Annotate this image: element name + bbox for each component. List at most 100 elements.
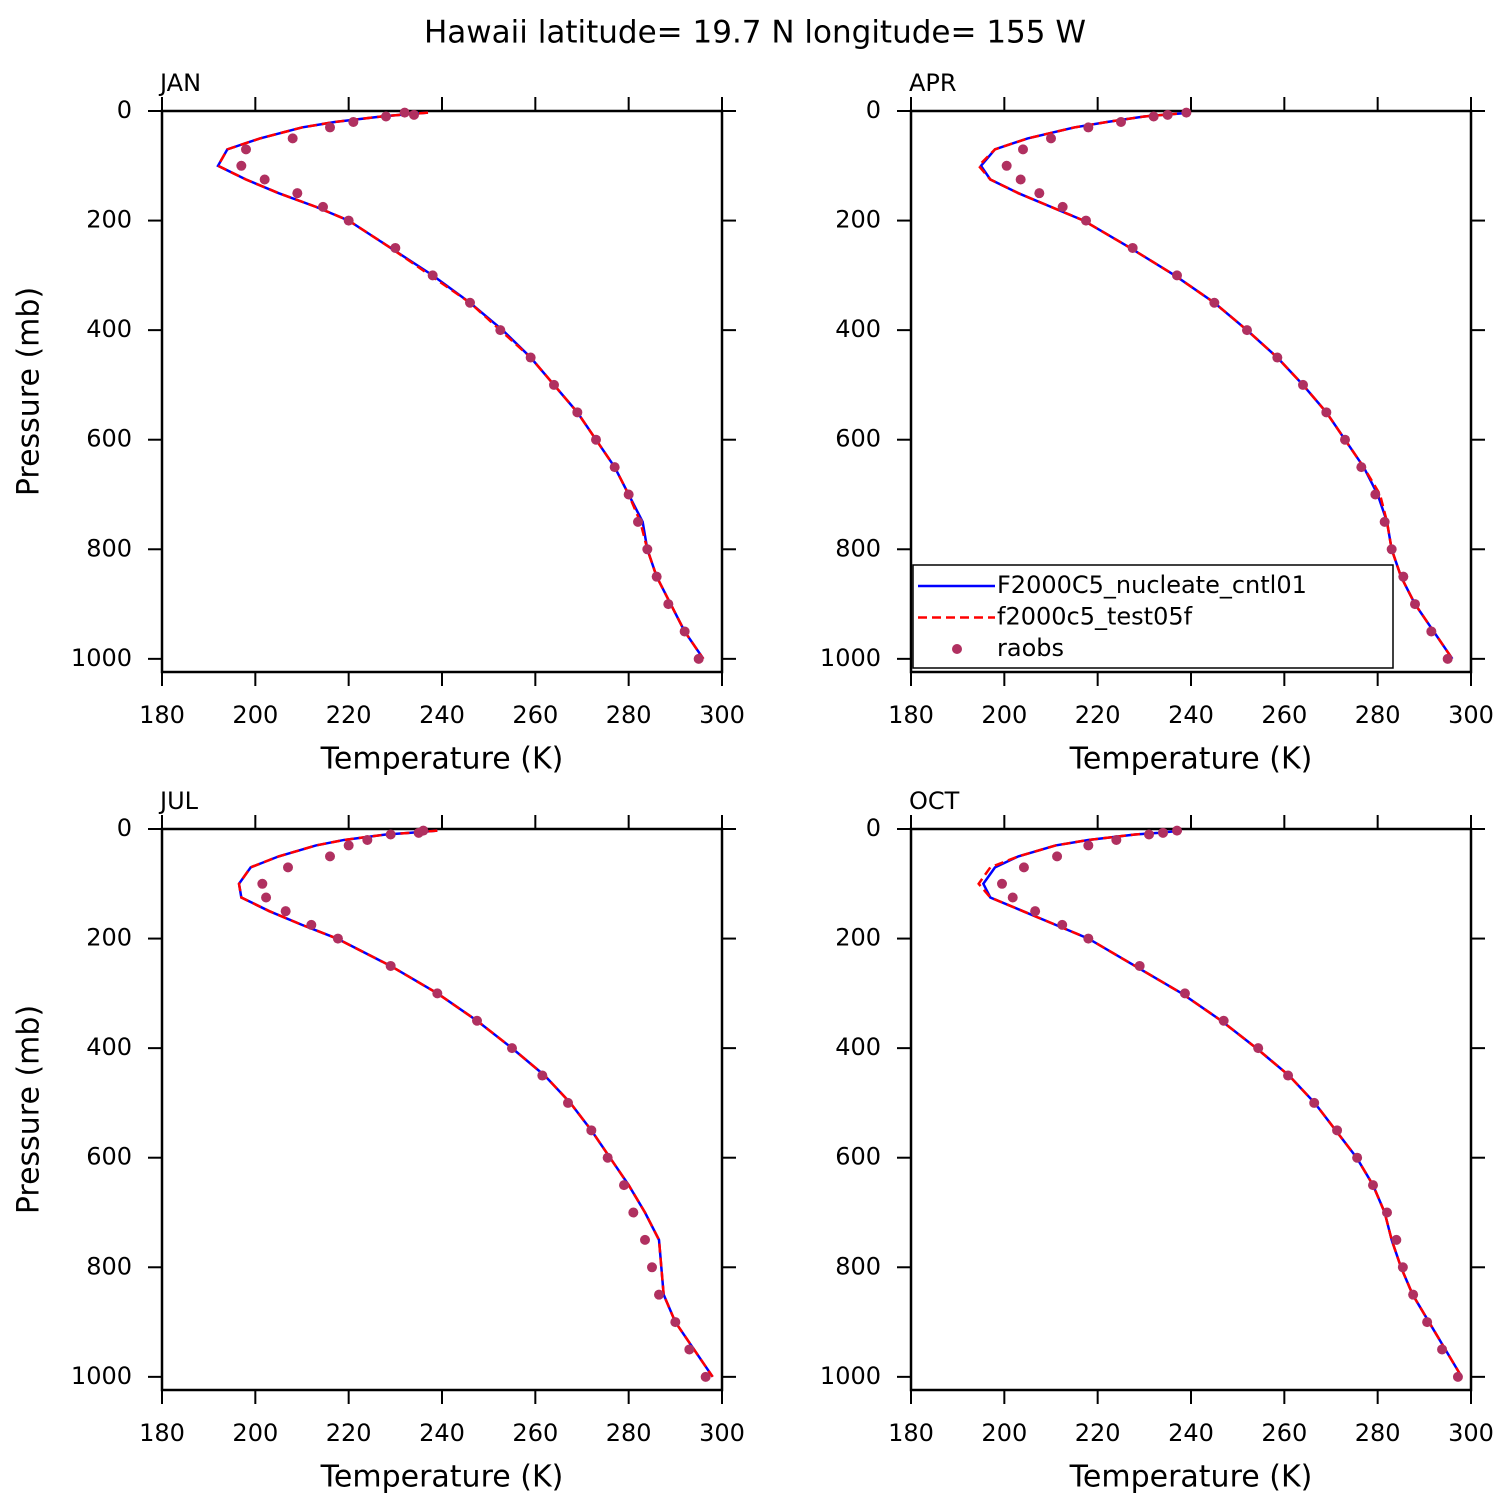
y-tick-label: 800 [835,534,881,562]
legend-label: f2000c5_test05f [997,603,1193,631]
data-point [684,1344,695,1355]
x-tick-label: 260 [512,1419,558,1447]
panel-label: APR [909,69,957,97]
data-point [1253,1043,1264,1054]
x-tick-label: 240 [419,1419,465,1447]
series-line [216,111,705,660]
data-point [1242,325,1252,336]
data-point [1386,544,1397,555]
data-point [409,109,419,120]
plot-frame [160,109,724,674]
data-point [1057,201,1068,212]
data-point [1309,1097,1320,1108]
y-tick-label: 600 [86,1143,132,1171]
y-tick-label: 200 [835,924,881,952]
y-tick-label: 1000 [71,1362,132,1390]
data-point [1057,919,1068,930]
data-point [318,201,328,212]
data-point [292,188,303,199]
data-point [700,1371,711,1382]
data-point [1179,988,1190,999]
series-line [976,111,1454,660]
data-point [306,919,317,930]
series-line [237,829,714,1378]
panel-label: JAN [158,69,201,97]
y-tick-label: 400 [86,315,132,343]
data-point [549,379,559,390]
x-tick-label: 180 [888,1419,934,1447]
series-line [981,829,1463,1378]
data-point [495,325,506,336]
data-point [651,571,662,582]
data-point [390,242,401,253]
data-point [633,516,643,527]
data-point [1083,122,1094,133]
x-tick-label: 200 [232,1419,278,1447]
data-point [1408,1289,1419,1300]
data-point [1321,407,1332,418]
data-point [1083,840,1094,851]
legend-label: F2000C5_nucleate_cntl01 [997,571,1307,599]
data-point [1382,1207,1392,1218]
x-tick-label: 280 [1355,1419,1401,1447]
data-point [507,1043,517,1054]
y-axis-label: Pressure (mb) [12,287,47,496]
data-point [1172,825,1182,836]
data-point [241,144,251,155]
data-point [283,862,293,873]
x-tick-label: 240 [1168,1419,1214,1447]
data-point [1356,462,1367,473]
data-point [1007,892,1018,903]
legend-marker [952,644,962,654]
y-tick-label: 200 [86,924,132,952]
x-axis-label: Temperature (K) [1069,1460,1313,1495]
data-point [1081,215,1091,226]
data-point [1298,379,1308,390]
data-point [693,653,704,664]
data-point [1283,1070,1294,1081]
y-tick-label: 0 [866,814,881,842]
data-point [663,599,674,610]
y-tick-label: 200 [86,206,132,234]
data-point [619,1180,629,1191]
series-line [237,829,714,1378]
data-point [525,352,536,363]
data-point [1209,297,1220,308]
y-tick-label: 400 [86,1033,132,1061]
y-tick-label: 1000 [820,1362,881,1390]
data-point [280,906,291,917]
data-point [1340,434,1350,445]
y-tick-label: 0 [117,96,132,124]
x-tick-label: 200 [981,701,1027,729]
data-point [591,434,601,445]
x-tick-label: 300 [699,701,745,729]
x-tick-label: 300 [699,1419,745,1447]
data-point [257,878,268,889]
data-point [1018,862,1029,873]
y-tick-label: 400 [835,315,881,343]
data-point [1046,133,1056,144]
data-point [1391,1234,1402,1245]
data-point [343,215,354,226]
data-point [1018,144,1028,155]
x-tick-label: 220 [326,701,372,729]
data-point [1452,1371,1463,1382]
data-point [1442,653,1453,664]
data-point [1398,571,1409,582]
data-point [381,111,391,122]
data-point [343,840,354,851]
y-tick-label: 0 [117,814,132,842]
data-point [537,1070,548,1081]
data-point [1001,160,1012,171]
data-point [385,829,396,840]
data-point [1034,188,1045,199]
data-point [602,1152,613,1163]
data-point [1218,1015,1229,1026]
data-point [413,827,424,838]
x-tick-label: 200 [981,1419,1027,1447]
plot-frame [909,827,1473,1392]
series-line [977,829,1463,1378]
data-point [1397,1262,1408,1273]
x-tick-label: 220 [1075,701,1121,729]
